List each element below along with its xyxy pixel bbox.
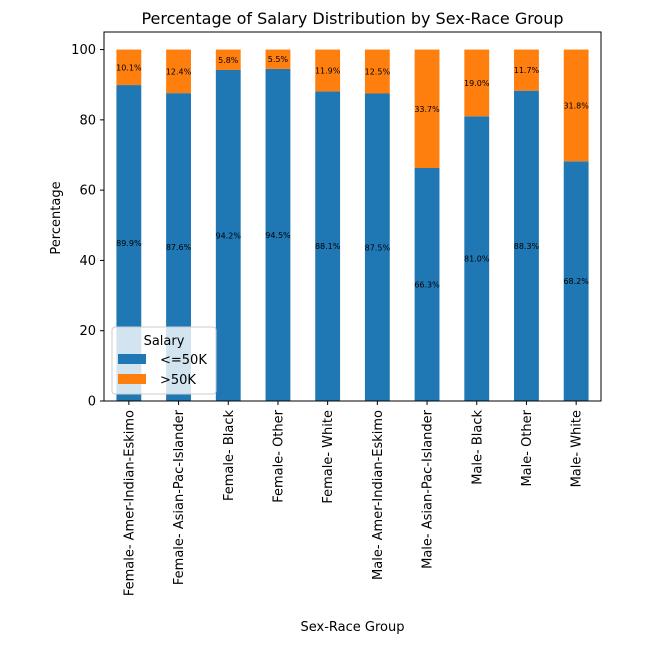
legend-entry-label: <=50K — [160, 353, 207, 368]
chart-title: Percentage of Salary Distribution by Sex… — [141, 9, 563, 28]
bar-value-label: 33.7% — [414, 105, 440, 114]
bar-value-label: 68.2% — [563, 277, 589, 286]
bar-value-label: 87.6% — [166, 243, 192, 252]
bar-value-label: 88.1% — [315, 242, 341, 251]
bar-segment — [364, 93, 390, 401]
bar-segment — [215, 69, 241, 401]
legend-entry-label: >50K — [160, 373, 196, 388]
x-tick-label: Male- Amer-Indian-Eskimo — [371, 410, 386, 580]
bar-value-label: 89.9% — [116, 239, 142, 248]
y-tick-label: 0 — [88, 395, 96, 410]
bar-value-label: 11.7% — [514, 66, 540, 75]
bar-segment — [166, 49, 191, 94]
bar-segment — [364, 49, 390, 94]
bar-segment — [215, 49, 241, 70]
bar-segment — [265, 49, 291, 69]
bar-segment — [116, 49, 142, 86]
bar-value-label: 19.0% — [464, 79, 490, 88]
bar-segment — [315, 49, 341, 92]
bar-segment — [514, 90, 539, 401]
x-tick-label: Male- Asian-Pac-Islander — [421, 409, 436, 569]
bar-value-label: 11.9% — [315, 66, 341, 75]
x-tick-label: Female- Black — [222, 410, 237, 501]
x-tick-label: Female- Amer-Indian-Eskimo — [122, 410, 137, 596]
bar-value-label: 5.5% — [268, 55, 289, 64]
bar-value-label: 31.8% — [563, 101, 589, 110]
legend-swatch — [118, 374, 146, 384]
y-axis-label: Percentage — [49, 181, 64, 254]
x-tick-label: Female- Other — [271, 409, 286, 502]
axes-frame — [103, 31, 602, 402]
bar-segment — [563, 49, 589, 162]
bar-value-label: 12.5% — [365, 68, 391, 77]
x-tick-label: Female- White — [321, 410, 336, 504]
bar-value-label: 10.1% — [116, 63, 142, 72]
bar-segment — [414, 49, 440, 169]
y-tick-label: 80 — [79, 113, 96, 128]
y-tick-label: 100 — [71, 43, 96, 58]
bar-segment — [514, 49, 539, 91]
bar-value-label: 94.5% — [265, 231, 291, 240]
bar-value-label: 12.4% — [166, 67, 192, 76]
bar-value-label: 81.0% — [464, 255, 490, 264]
legend-title: Salary — [144, 334, 185, 349]
bar-value-label: 66.3% — [414, 281, 440, 290]
bar-segment — [464, 49, 490, 117]
bar-segment — [563, 161, 589, 401]
bar-segment — [265, 68, 291, 402]
bar-value-label: 87.5% — [365, 243, 391, 252]
legend-swatch — [118, 354, 146, 364]
x-tick-label: Male- Other — [520, 409, 535, 486]
bar-segment — [315, 91, 341, 402]
bar-value-label: 88.3% — [514, 242, 540, 251]
bar-value-label: 94.2% — [216, 231, 242, 240]
bar-segment — [464, 116, 490, 401]
y-tick-label: 40 — [79, 254, 96, 269]
x-tick-label: Female- Asian-Pac-Islander — [172, 409, 187, 585]
x-tick-label: Male- Black — [470, 410, 485, 485]
bar-segment — [414, 168, 440, 401]
bar-value-label: 5.8% — [218, 56, 239, 65]
x-tick-label: Male- White — [570, 410, 585, 487]
y-tick-label: 20 — [79, 324, 96, 339]
y-tick-label: 60 — [79, 184, 96, 199]
plot-area: 89.9% 10.1% 87.6% 12.4% 94.2% 5.8% 94.5% 5.5% 88… — [71, 31, 602, 596]
x-axis-label: Sex-Race Group — [301, 620, 405, 635]
